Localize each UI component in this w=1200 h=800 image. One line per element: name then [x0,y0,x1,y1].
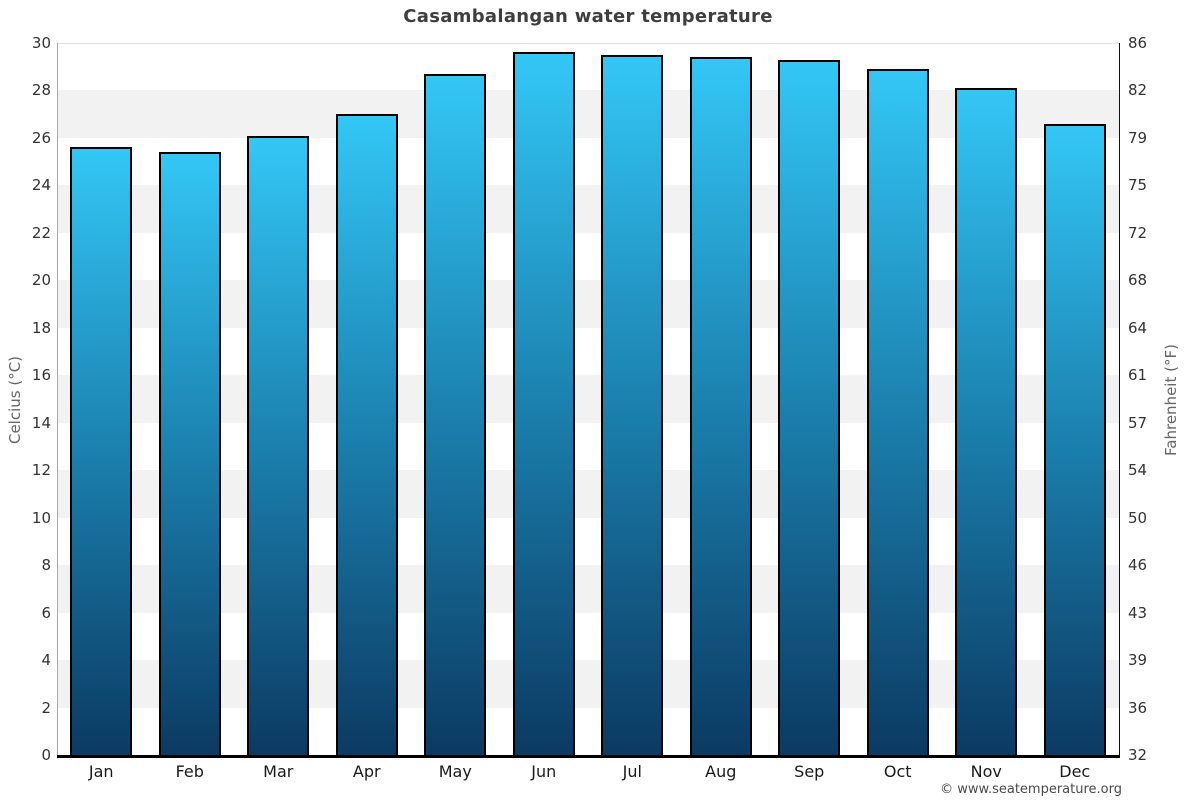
bar-mar[interactable] [247,135,310,755]
y-tick-fahrenheit: 46 [1128,556,1148,575]
y-tick-celsius: 0 [41,746,51,764]
y-tick-celsius: 14 [31,413,51,432]
x-axis-label-oct: Oct [883,762,912,781]
plot-band [57,90,1119,138]
y-tick-fahrenheit: 64 [1128,318,1148,337]
y-tick-fahrenheit: 86 [1128,34,1148,52]
y-tick-celsius: 16 [31,366,51,385]
copyright-credit: © www.seatemperature.org [940,782,1122,797]
y-tick-fahrenheit: 43 [1128,603,1148,622]
y-tick-fahrenheit: 72 [1128,223,1148,242]
bar-jul[interactable] [601,54,664,755]
y-tick-celsius: 2 [41,698,51,717]
x-axis-label-may: May [438,762,472,781]
plot-band [57,280,1119,328]
x-axis-label-aug: Aug [705,762,737,781]
y-tick-celsius: 4 [41,651,51,670]
x-axis-label-dec: Dec [1059,762,1091,781]
bar-oct[interactable] [866,69,929,755]
y-tick-fahrenheit: 75 [1128,176,1148,195]
bar-dec[interactable] [1043,123,1106,755]
bar-sep[interactable] [778,59,841,755]
x-axis-label-sep: Sep [794,762,825,781]
x-axis-label-apr: Apr [352,762,381,781]
x-axis-label-feb: Feb [175,762,204,781]
y-tick-celsius: 12 [31,461,51,480]
x-axis-label-nov: Nov [970,762,1002,781]
y-axis-line-fahrenheit [1119,43,1120,755]
y-tick-celsius: 22 [31,223,51,242]
y-axis-title-fahrenheit: Fahrenheit (°F) [1162,344,1180,456]
plot-band [57,375,1119,423]
y-tick-fahrenheit: 32 [1128,746,1148,764]
plot-area [57,43,1119,755]
bar-aug[interactable] [689,57,752,755]
y-axis-line-celsius [57,43,58,755]
y-tick-celsius: 10 [31,508,51,527]
y-tick-fahrenheit: 82 [1128,81,1148,100]
x-axis-label-jun: Jun [531,762,557,781]
bar-may[interactable] [424,73,487,755]
y-tick-celsius: 8 [41,556,51,575]
y-tick-fahrenheit: 36 [1128,698,1148,717]
y-tick-celsius: 26 [31,128,51,147]
y-tick-fahrenheit: 39 [1128,651,1148,670]
x-axis-line [57,755,1120,758]
x-axis-label-mar: Mar [263,762,294,781]
y-tick-celsius: 24 [31,176,51,195]
y-tick-celsius: 30 [31,34,51,52]
y-tick-fahrenheit: 79 [1128,128,1148,147]
x-axis-label-jan: Jan [88,762,114,781]
plot-band [57,660,1119,708]
y-tick-celsius: 6 [41,603,51,622]
plot-band [57,565,1119,613]
bar-jun[interactable] [512,52,575,755]
y-tick-celsius: 18 [31,318,51,337]
y-tick-fahrenheit: 57 [1128,413,1148,432]
y-tick-celsius: 20 [31,271,51,290]
bar-jan[interactable] [70,147,133,755]
bar-nov[interactable] [955,88,1018,755]
y-tick-fahrenheit: 50 [1128,508,1148,527]
y-tick-fahrenheit: 68 [1128,271,1148,290]
y-tick-fahrenheit: 61 [1128,366,1148,385]
plot-band [57,185,1119,233]
y-tick-celsius: 28 [31,81,51,100]
bar-feb[interactable] [158,152,221,755]
bar-apr[interactable] [335,114,398,755]
chart-title: Casambalangan water temperature [403,6,773,27]
plot-band [57,470,1119,518]
y-tick-fahrenheit: 54 [1128,461,1148,480]
top-gridline [57,43,1119,44]
x-axis-label-jul: Jul [622,762,642,781]
